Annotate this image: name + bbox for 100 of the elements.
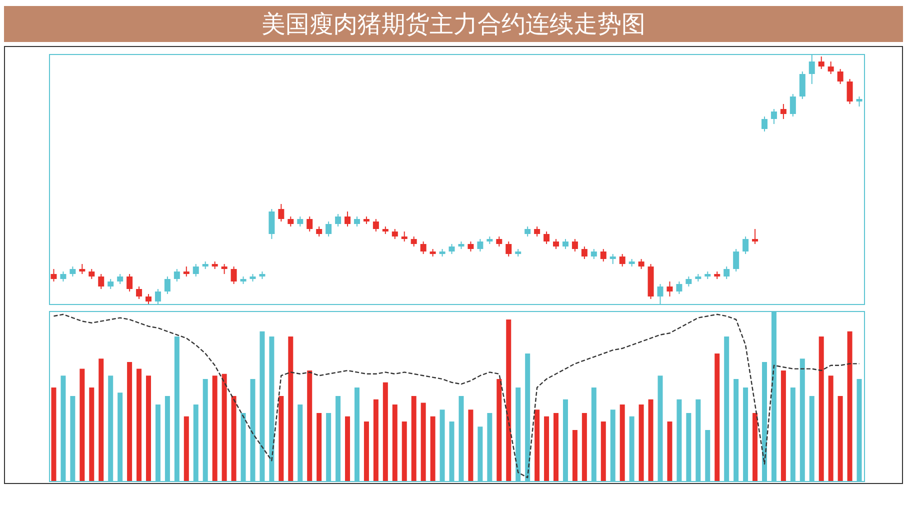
candlestick	[136, 286, 142, 300]
bar	[572, 430, 578, 481]
bar	[600, 422, 606, 481]
candlestick	[818, 56, 824, 70]
bar	[392, 404, 398, 481]
bar	[80, 368, 85, 481]
bar	[184, 416, 189, 481]
bar	[288, 336, 294, 481]
candlestick	[420, 241, 426, 254]
candlestick	[733, 248, 740, 272]
bar	[373, 399, 378, 481]
bar	[838, 396, 843, 481]
candlestick	[174, 268, 180, 282]
candlestick	[448, 244, 455, 254]
candlestick	[372, 218, 379, 232]
bar	[534, 410, 540, 481]
bar	[345, 416, 350, 481]
candlestick	[619, 254, 626, 267]
candlestick	[183, 266, 190, 277]
candlestick	[326, 221, 332, 237]
bar	[127, 362, 132, 481]
bar	[714, 354, 720, 481]
bar	[468, 410, 474, 481]
bar	[146, 376, 152, 481]
bar	[780, 370, 786, 481]
bar	[544, 416, 550, 481]
bar	[582, 413, 587, 481]
candlestick	[468, 241, 474, 252]
bar	[420, 402, 426, 481]
candlestick	[534, 226, 540, 237]
candlestick	[392, 228, 398, 240]
bar	[231, 396, 236, 481]
candlestick	[221, 264, 228, 274]
candlestick	[752, 228, 758, 244]
bar	[554, 413, 559, 481]
candlestick	[164, 276, 170, 294]
bar	[430, 416, 436, 481]
bar	[411, 396, 416, 481]
candlestick	[268, 208, 275, 240]
candlestick	[192, 264, 199, 277]
candlestick	[610, 254, 616, 264]
bar	[316, 413, 322, 481]
candlestick	[770, 108, 777, 124]
bar	[752, 413, 758, 481]
candlestick	[761, 116, 768, 132]
bar	[222, 374, 227, 481]
bar	[847, 331, 852, 481]
bar	[648, 399, 654, 481]
candlestick	[410, 236, 417, 247]
candlestick	[524, 226, 531, 237]
bar	[307, 370, 312, 481]
candlestick	[50, 268, 57, 282]
candlestick	[108, 278, 114, 290]
candlestick	[288, 216, 294, 227]
candlestick	[799, 71, 806, 100]
bar	[818, 336, 824, 481]
bar	[496, 379, 502, 481]
candlestick	[60, 271, 66, 282]
candlestick	[590, 248, 597, 260]
candlestick	[666, 281, 673, 297]
candlestick	[335, 214, 342, 227]
candlestick	[477, 238, 484, 252]
candlestick	[230, 266, 237, 284]
bar	[364, 422, 369, 481]
candlestick	[506, 241, 512, 257]
candlestick	[562, 238, 568, 250]
candlestick	[117, 274, 124, 284]
candlestick	[600, 248, 606, 262]
bar	[506, 320, 512, 481]
bar	[51, 388, 56, 481]
bar	[828, 376, 834, 481]
candlestick	[553, 238, 560, 250]
candlestick	[572, 238, 578, 252]
chart-title: 美国瘦肉猪期货主力合约连续走势图	[4, 6, 903, 42]
candlestick	[581, 246, 588, 260]
candlestick	[638, 258, 644, 270]
candlestick	[544, 231, 550, 244]
candlestick	[837, 68, 844, 84]
candlestick	[828, 61, 834, 74]
bar	[89, 388, 94, 481]
candlestick	[846, 78, 853, 104]
bar	[98, 358, 104, 481]
candlestick	[496, 236, 502, 247]
candlestick	[686, 276, 692, 287]
candlestick	[780, 104, 786, 120]
bar	[620, 404, 625, 481]
bar	[212, 376, 218, 481]
bar	[278, 396, 284, 481]
candlestick	[676, 281, 682, 294]
candlestick	[146, 294, 152, 304]
bar	[402, 422, 407, 481]
candlestick	[70, 266, 76, 277]
candlestick	[856, 96, 862, 107]
candlestick	[742, 236, 749, 254]
bar	[667, 422, 672, 481]
bar	[136, 368, 142, 481]
candlestick	[354, 216, 360, 227]
candlestick	[344, 211, 351, 227]
bar	[382, 382, 388, 481]
candlestick	[79, 264, 86, 274]
